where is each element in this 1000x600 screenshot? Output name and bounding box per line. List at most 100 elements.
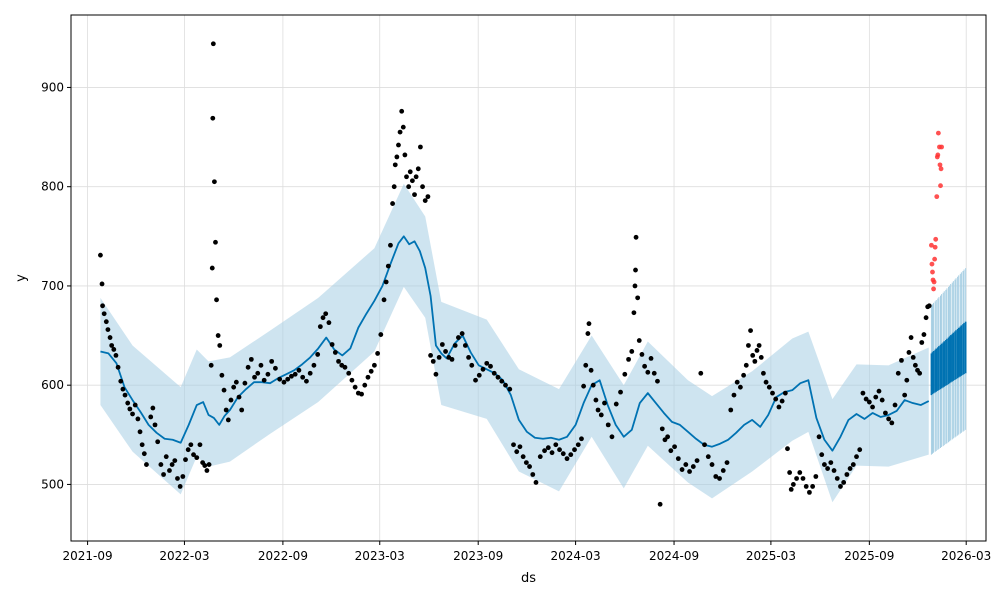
data-point bbox=[484, 360, 490, 366]
data-point bbox=[210, 41, 216, 47]
data-point bbox=[103, 319, 109, 325]
data-point bbox=[889, 420, 895, 426]
data-point bbox=[886, 416, 892, 422]
data-point bbox=[926, 303, 932, 309]
data-point bbox=[473, 377, 478, 383]
x-tick-label: 2022-09 bbox=[258, 549, 308, 563]
data-point bbox=[870, 404, 875, 410]
data-point bbox=[385, 263, 391, 269]
test-point bbox=[934, 194, 940, 200]
data-point bbox=[109, 343, 115, 348]
data-point bbox=[135, 416, 141, 422]
data-point bbox=[210, 115, 216, 121]
data-point bbox=[422, 198, 428, 203]
data-point bbox=[113, 353, 119, 358]
data-point bbox=[879, 397, 885, 403]
data-point bbox=[860, 390, 866, 396]
data-point bbox=[549, 450, 555, 456]
data-point bbox=[191, 452, 196, 458]
data-point bbox=[141, 451, 147, 457]
data-point bbox=[790, 482, 796, 487]
data-point bbox=[687, 469, 692, 474]
data-point bbox=[239, 407, 245, 413]
data-point bbox=[908, 335, 914, 340]
data-point bbox=[527, 464, 532, 469]
data-point bbox=[296, 367, 302, 373]
data-point bbox=[579, 436, 584, 442]
data-point bbox=[583, 362, 589, 368]
data-point bbox=[834, 476, 840, 481]
data-point bbox=[349, 377, 355, 383]
data-point bbox=[208, 362, 214, 368]
data-point bbox=[542, 448, 547, 454]
data-point bbox=[400, 124, 406, 130]
data-point bbox=[346, 370, 352, 376]
data-point bbox=[161, 472, 166, 477]
data-point bbox=[873, 394, 879, 400]
data-point bbox=[148, 414, 154, 420]
data-point bbox=[436, 354, 442, 360]
data-point bbox=[323, 311, 329, 317]
data-point bbox=[459, 331, 465, 336]
test-points bbox=[929, 130, 944, 292]
data-point bbox=[177, 484, 183, 489]
data-point bbox=[99, 281, 105, 287]
data-point bbox=[803, 484, 809, 489]
data-point bbox=[214, 297, 219, 303]
data-point bbox=[694, 458, 700, 464]
data-point bbox=[167, 468, 172, 473]
data-point bbox=[317, 324, 323, 330]
data-point bbox=[585, 331, 591, 336]
data-point bbox=[415, 166, 421, 172]
data-point bbox=[388, 242, 393, 248]
data-point bbox=[651, 370, 657, 376]
data-point bbox=[204, 468, 210, 473]
data-point bbox=[636, 338, 642, 343]
x-tick-label: 2024-09 bbox=[649, 549, 699, 563]
data-point bbox=[904, 377, 910, 383]
data-point bbox=[101, 311, 107, 317]
data-point bbox=[754, 348, 760, 353]
data-point bbox=[100, 303, 105, 309]
data-point bbox=[407, 169, 413, 175]
test-point bbox=[929, 242, 934, 248]
data-point bbox=[595, 407, 601, 413]
data-point bbox=[362, 382, 368, 388]
data-point bbox=[336, 358, 341, 364]
data-point bbox=[816, 434, 822, 440]
data-point bbox=[352, 384, 358, 390]
data-point bbox=[225, 417, 231, 423]
data-point bbox=[564, 456, 570, 462]
data-point bbox=[782, 390, 788, 396]
data-point bbox=[242, 380, 248, 386]
test-point bbox=[932, 244, 938, 250]
data-point bbox=[252, 374, 257, 380]
data-point bbox=[883, 410, 888, 416]
data-point bbox=[466, 354, 471, 360]
data-point bbox=[831, 468, 837, 473]
data-point bbox=[127, 406, 133, 412]
data-point bbox=[581, 383, 587, 389]
data-point bbox=[390, 201, 395, 206]
data-point bbox=[409, 178, 415, 184]
data-point bbox=[261, 377, 267, 383]
data-point bbox=[919, 340, 925, 345]
data-point bbox=[391, 184, 397, 190]
data-point bbox=[679, 467, 685, 472]
data-point bbox=[690, 464, 696, 469]
data-point bbox=[810, 484, 816, 489]
test-point bbox=[933, 236, 939, 242]
data-point bbox=[359, 391, 364, 397]
data-point bbox=[537, 454, 543, 460]
data-point bbox=[265, 371, 271, 377]
data-point bbox=[921, 332, 927, 337]
data-point bbox=[412, 192, 417, 198]
data-point bbox=[163, 454, 169, 460]
data-point bbox=[144, 462, 149, 467]
data-point bbox=[545, 445, 551, 451]
data-point bbox=[766, 384, 772, 390]
y-tick-label: 900 bbox=[41, 80, 64, 94]
data-point bbox=[213, 239, 218, 245]
data-point bbox=[590, 382, 596, 388]
data-point bbox=[125, 400, 131, 406]
